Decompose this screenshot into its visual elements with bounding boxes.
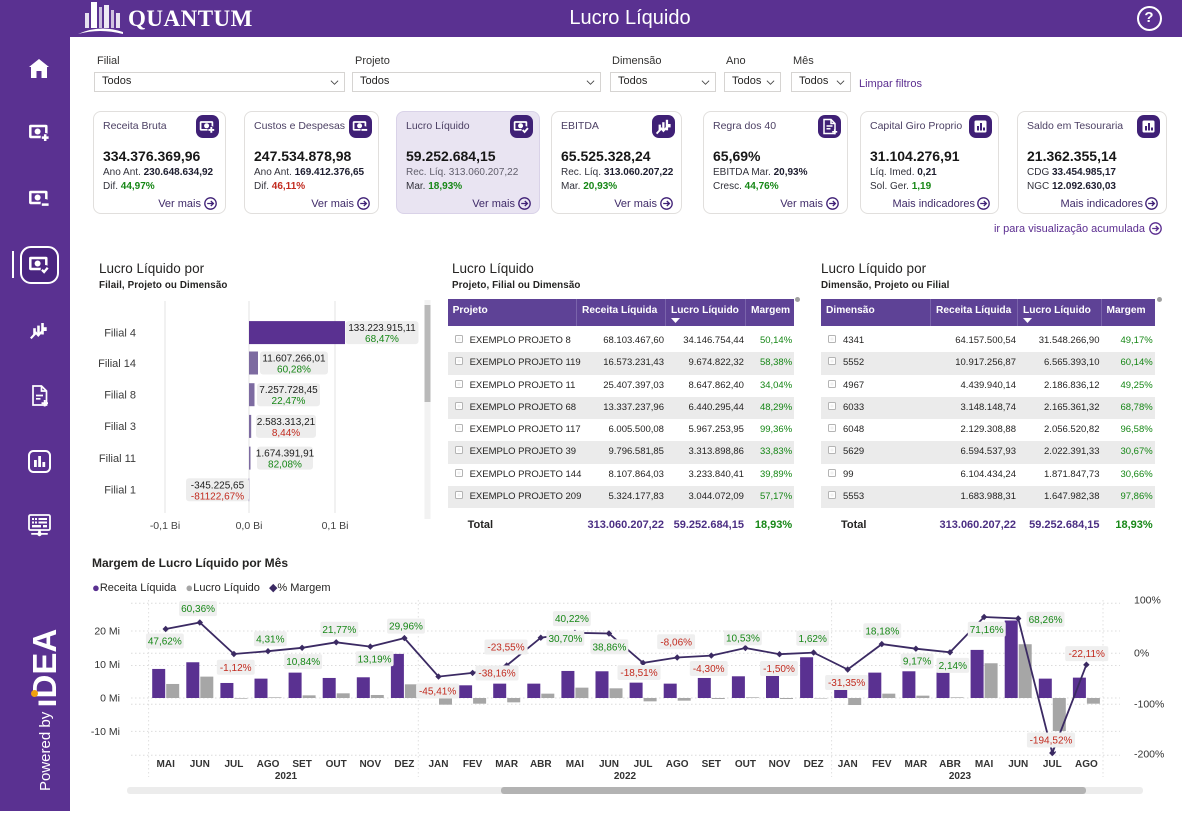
svg-text:10,84%: 10,84% (286, 657, 320, 668)
svg-text:38,86%: 38,86% (592, 642, 626, 653)
svg-text:-200%: -200% (1134, 749, 1164, 761)
svg-text:-1,50%: -1,50% (763, 664, 795, 675)
svg-text:71,16%: 71,16% (970, 625, 1004, 636)
svg-text:20 Mi: 20 Mi (94, 626, 120, 638)
svg-text:-0,1 Bi: -0,1 Bi (150, 520, 180, 532)
svg-text:Filial 8: Filial 8 (104, 390, 136, 402)
svg-text:133.223.915,11: 133.223.915,11 (348, 323, 415, 334)
svg-text:11.607.266,01: 11.607.266,01 (262, 354, 326, 365)
svg-text:2.583.313,21: 2.583.313,21 (257, 417, 316, 428)
svg-text:-31,35%: -31,35% (828, 678, 865, 689)
svg-text:30,70%: 30,70% (548, 634, 582, 645)
svg-text:-4,30%: -4,30% (693, 664, 725, 675)
svg-text:ABR: ABR (939, 759, 961, 770)
svg-text:-45,41%: -45,41% (419, 687, 456, 698)
svg-text:-18,51%: -18,51% (620, 668, 657, 679)
svg-text:100%: 100% (1134, 595, 1161, 607)
svg-text:MAR: MAR (495, 759, 519, 770)
svg-text:2021: 2021 (275, 771, 298, 782)
svg-text:JUN: JUN (1008, 759, 1028, 770)
svg-text:22,47%: 22,47% (272, 396, 306, 407)
svg-text:SET: SET (702, 759, 721, 770)
svg-text:JUL: JUL (1043, 759, 1062, 770)
svg-text:JUN: JUN (190, 759, 210, 770)
svg-text:7.257.728,45: 7.257.728,45 (259, 385, 318, 396)
svg-text:OUT: OUT (326, 759, 347, 770)
svg-text:AGO: AGO (666, 759, 689, 770)
svg-text:-10 Mi: -10 Mi (91, 726, 120, 738)
svg-text:MAI: MAI (157, 759, 176, 770)
svg-text:47,62%: 47,62% (148, 637, 182, 648)
svg-text:Filial 14: Filial 14 (98, 358, 136, 370)
svg-text:AGO: AGO (1075, 759, 1098, 770)
svg-text:Filial 3: Filial 3 (104, 421, 136, 433)
svg-text:MAR: MAR (905, 759, 929, 770)
svg-text:DEZ: DEZ (804, 759, 824, 770)
svg-text:Filial 4: Filial 4 (104, 327, 136, 339)
svg-text:NOV: NOV (359, 759, 381, 770)
svg-text:10,53%: 10,53% (726, 634, 760, 645)
svg-text:18,18%: 18,18% (865, 626, 899, 637)
svg-text:MAI: MAI (975, 759, 994, 770)
svg-text:13,19%: 13,19% (358, 654, 392, 665)
svg-text:10 Mi: 10 Mi (94, 659, 120, 671)
svg-text:MAI: MAI (566, 759, 585, 770)
svg-text:2022: 2022 (614, 771, 637, 782)
svg-text:JAN: JAN (428, 759, 448, 770)
svg-text:60,28%: 60,28% (277, 365, 311, 376)
svg-text:2023: 2023 (949, 771, 972, 782)
svg-text:FEV: FEV (463, 759, 483, 770)
svg-text:JUL: JUL (634, 759, 653, 770)
svg-text:Filial 1: Filial 1 (104, 485, 136, 497)
svg-text:FEV: FEV (872, 759, 892, 770)
svg-text:-345.225,65: -345.225,65 (191, 480, 245, 491)
svg-text:1.674.391,91: 1.674.391,91 (256, 449, 315, 460)
svg-text:-23,55%: -23,55% (487, 643, 524, 654)
svg-text:ABR: ABR (530, 759, 552, 770)
svg-text:9,17%: 9,17% (903, 657, 931, 668)
svg-text:JUN: JUN (599, 759, 619, 770)
svg-text:-194,52%: -194,52% (1030, 736, 1073, 747)
svg-text:OUT: OUT (735, 759, 756, 770)
svg-text:0%: 0% (1134, 648, 1149, 660)
svg-text:8,44%: 8,44% (272, 428, 300, 439)
svg-text:82,08%: 82,08% (268, 460, 302, 471)
svg-text:0 Mi: 0 Mi (100, 693, 120, 705)
svg-text:21,77%: 21,77% (322, 625, 356, 636)
svg-text:JAN: JAN (838, 759, 858, 770)
svg-text:-8,06%: -8,06% (660, 637, 692, 648)
svg-text:QUANTUM: QUANTUM (128, 6, 253, 31)
svg-text:2,14%: 2,14% (939, 661, 967, 672)
svg-text:-38,16%: -38,16% (478, 669, 515, 680)
svg-text:-81122,67%: -81122,67% (191, 491, 244, 502)
svg-text:4,31%: 4,31% (256, 634, 284, 645)
svg-text:-100%: -100% (1134, 699, 1164, 711)
svg-text:-22,11%: -22,11% (1068, 649, 1105, 660)
svg-text:0,1 Bi: 0,1 Bi (322, 520, 349, 532)
svg-text:29,96%: 29,96% (389, 622, 423, 633)
svg-text:JUL: JUL (224, 759, 243, 770)
svg-text:60,36%: 60,36% (181, 604, 215, 615)
svg-text:DEZ: DEZ (394, 759, 414, 770)
svg-text:AGO: AGO (257, 759, 280, 770)
svg-text:-1,12%: -1,12% (220, 663, 252, 674)
svg-text:0,0 Bi: 0,0 Bi (236, 520, 263, 532)
svg-text:SET: SET (292, 759, 311, 770)
svg-text:1,62%: 1,62% (799, 634, 827, 645)
svg-text:68,26%: 68,26% (1029, 615, 1063, 626)
svg-text:68,47%: 68,47% (365, 334, 399, 345)
svg-text:NOV: NOV (769, 759, 791, 770)
svg-text:40,22%: 40,22% (555, 614, 589, 625)
svg-text:Filial 11: Filial 11 (99, 453, 136, 465)
